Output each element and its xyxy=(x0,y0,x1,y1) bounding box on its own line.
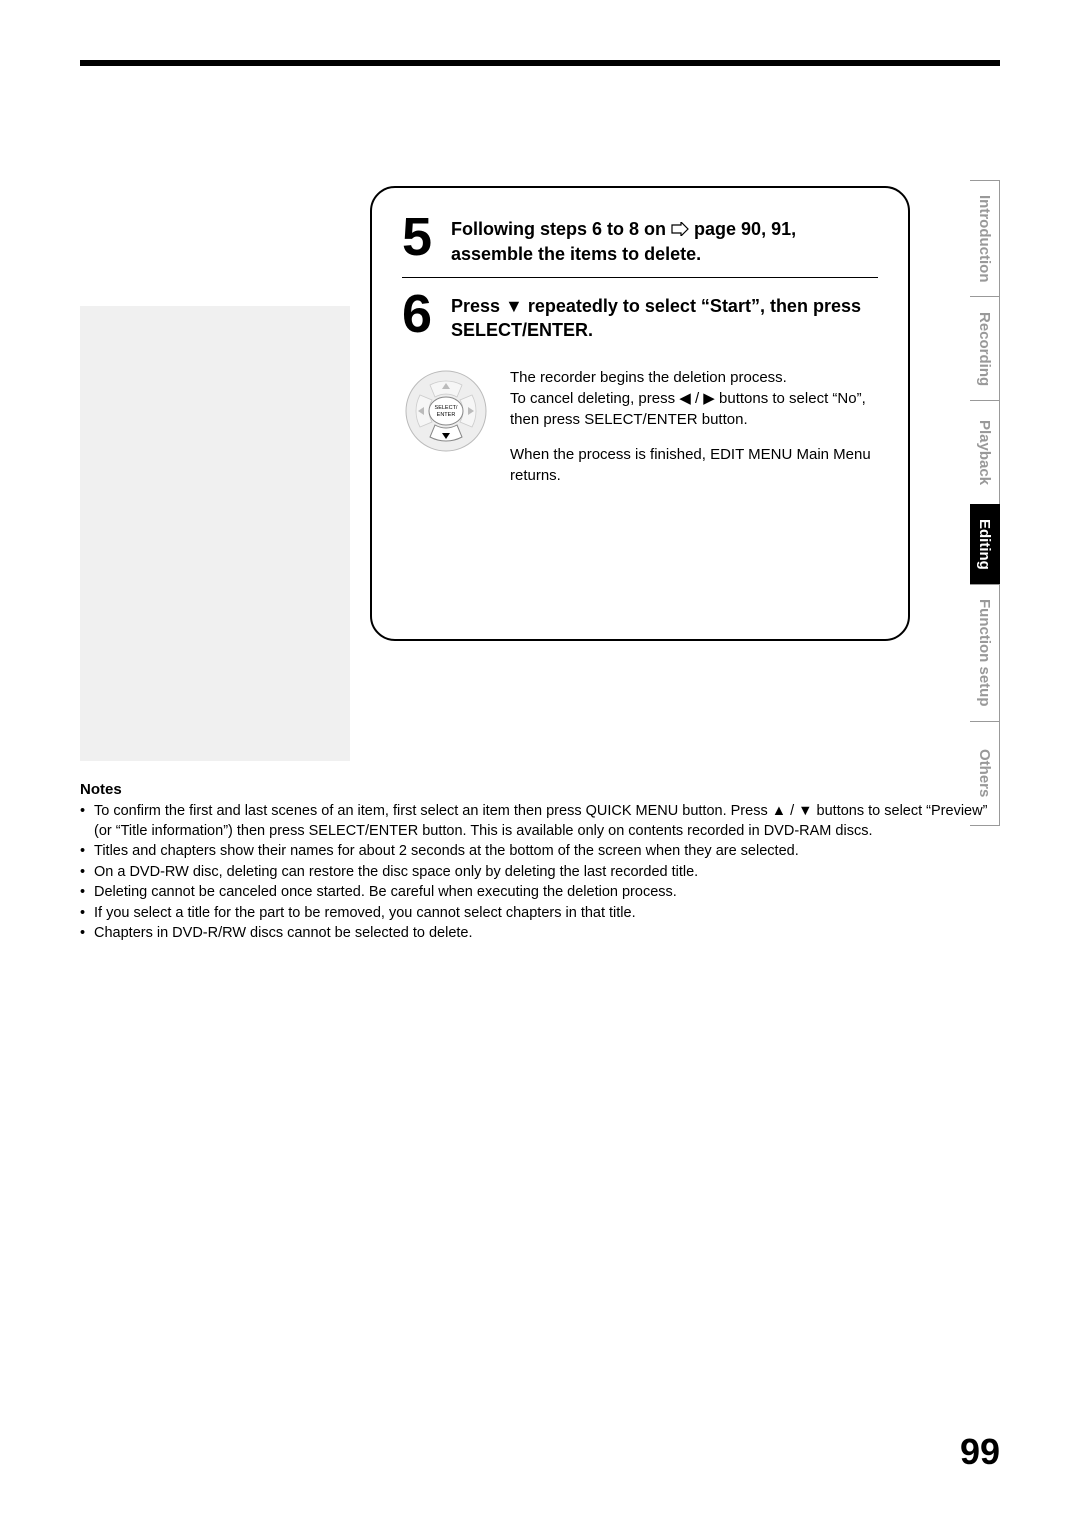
step-5-text-before: Following steps 6 to 8 on xyxy=(451,219,671,239)
sidebar-gray-box xyxy=(80,306,350,761)
notes-heading: Notes xyxy=(80,781,1000,798)
remote-desc-p1: The recorder begins the deletion process… xyxy=(510,367,878,430)
section-tabs: Introduction Recording Playback Editing … xyxy=(970,180,1000,825)
page-number: 99 xyxy=(960,1431,1000,1473)
svg-text:SELECT/: SELECT/ xyxy=(435,405,458,411)
manual-page: Introduction Recording Playback Editing … xyxy=(0,0,1080,1523)
step-6-number: 6 xyxy=(402,290,436,339)
tab-introduction[interactable]: Introduction xyxy=(970,180,1000,297)
main-content: 5 Following steps 6 to 8 on page 90, 91,… xyxy=(80,186,1000,944)
remote-description: The recorder begins the deletion process… xyxy=(510,367,878,500)
tab-recording[interactable]: Recording xyxy=(970,296,1000,401)
note-item: To confirm the first and last scenes of … xyxy=(80,802,1000,841)
note-item: Deleting cannot be canceled once started… xyxy=(80,883,1000,903)
steps-box: 5 Following steps 6 to 8 on page 90, 91,… xyxy=(370,186,910,641)
step-5-number: 5 xyxy=(402,213,436,262)
tab-editing[interactable]: Editing xyxy=(970,504,1000,585)
tab-function-setup[interactable]: Function setup xyxy=(970,584,1000,722)
note-item: Chapters in DVD-R/RW discs cannot be sel… xyxy=(80,924,1000,944)
top-rule xyxy=(80,60,1000,66)
tab-playback[interactable]: Playback xyxy=(970,400,1000,505)
note-item: Titles and chapters show their names for… xyxy=(80,842,1000,862)
step-6: 6 Press ▼ repeatedly to select “Start”, … xyxy=(402,290,878,343)
step-5-text: Following steps 6 to 8 on page 90, 91, a… xyxy=(451,213,878,267)
step-divider xyxy=(402,277,878,278)
notes-section: Notes To confirm the first and last scen… xyxy=(80,761,1000,944)
step-6-text: Press ▼ repeatedly to select “Start”, th… xyxy=(451,290,878,343)
step-5: 5 Following steps 6 to 8 on page 90, 91,… xyxy=(402,213,878,267)
page-ref-arrow-icon xyxy=(671,218,689,242)
notes-list: To confirm the first and last scenes of … xyxy=(80,802,1000,944)
remote-row: SELECT/ ENTER The recorder begins the de… xyxy=(402,367,878,500)
note-item: On a DVD-RW disc, deleting can restore t… xyxy=(80,863,1000,883)
note-item: If you select a title for the part to be… xyxy=(80,904,1000,924)
svg-text:ENTER: ENTER xyxy=(437,412,456,418)
remote-desc-p2: When the process is finished, EDIT MENU … xyxy=(510,444,878,486)
remote-dpad-icon: SELECT/ ENTER xyxy=(402,367,490,455)
